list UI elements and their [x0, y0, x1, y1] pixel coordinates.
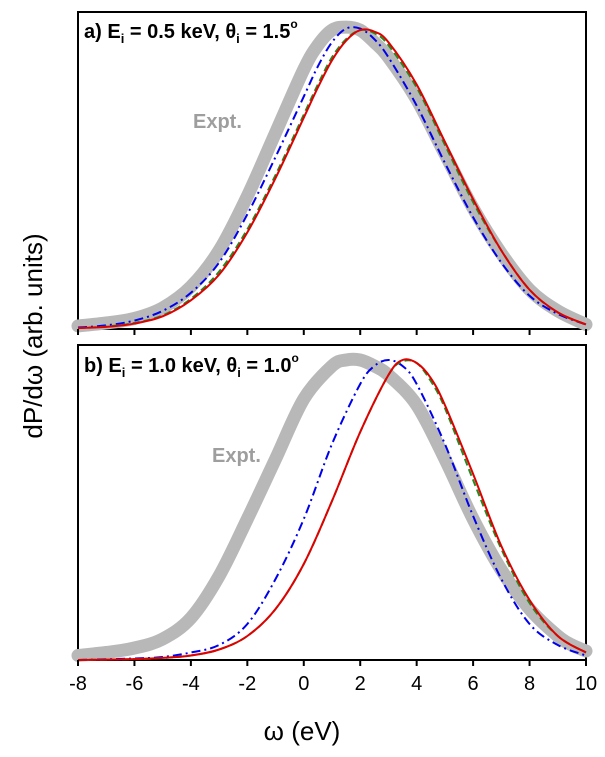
x-tick-label: 2 — [355, 673, 366, 695]
panel-b-series-expt — [71, 352, 593, 662]
panel-b-curves — [71, 352, 593, 662]
panel-b-label-sub1: i — [122, 365, 126, 380]
x-tick-label: 10 — [575, 673, 597, 695]
panel-a-series-dashed — [77, 28, 587, 330]
panel-a-expt-annotation: Expt. — [193, 111, 242, 133]
panel-a-label-tail: = 1.5 — [240, 21, 291, 43]
x-tick-label: -8 — [69, 673, 87, 695]
panel-b-label-sup: o — [291, 351, 298, 365]
panel-b-series-solid — [77, 358, 587, 661]
panel-b-series-dashed — [77, 359, 587, 661]
panel-a-series-expt — [71, 20, 593, 333]
x-tick-label: -4 — [182, 673, 200, 695]
x-axis-ticks: -8 -6 -4 -2 0 2 4 6 8 10 — [69, 329, 597, 695]
panel-b-expt-annotation: Expt. — [212, 445, 261, 467]
panel-a-label-mid: = 0.5 keV, θ — [124, 21, 236, 43]
panel-b-label-mid: = 1.0 keV, θ — [125, 355, 237, 377]
panel-b-label-tail: = 1.0 — [241, 355, 292, 377]
x-tick-label: 4 — [411, 673, 422, 695]
x-axis-title: ω (eV) — [264, 716, 341, 746]
panel-a-label-sub2: i — [236, 31, 240, 46]
panel-b-label-sub2: i — [237, 365, 241, 380]
y-axis-title: dP/dω (arb. units) — [18, 233, 48, 438]
x-tick-label: -2 — [238, 673, 256, 695]
panel-b-frame — [77, 344, 587, 661]
panel-a-frame — [77, 11, 587, 330]
panel-a-label-prefix: a) E — [84, 21, 121, 43]
x-tick-label: 0 — [298, 673, 309, 695]
panel-a-label-sup: o — [290, 17, 297, 31]
x-tick-label: -6 — [126, 673, 144, 695]
panel-b-label-prefix: b) E — [84, 355, 122, 377]
panel-b-series-dash-dot — [77, 359, 587, 661]
panel-a-label: a) Ei = 0.5 keV, θi = 1.5o — [84, 17, 298, 46]
panel-a-label-sub1: i — [121, 31, 125, 46]
panel-b-label: b) Ei = 1.0 keV, θi = 1.0o — [84, 351, 299, 380]
x-tick-label: 8 — [524, 673, 535, 695]
panel-a-curves — [71, 20, 593, 333]
panel-a-series-solid — [77, 28, 587, 330]
panel-a-series-dash-dot — [77, 26, 587, 329]
x-tick-label: 6 — [468, 673, 479, 695]
